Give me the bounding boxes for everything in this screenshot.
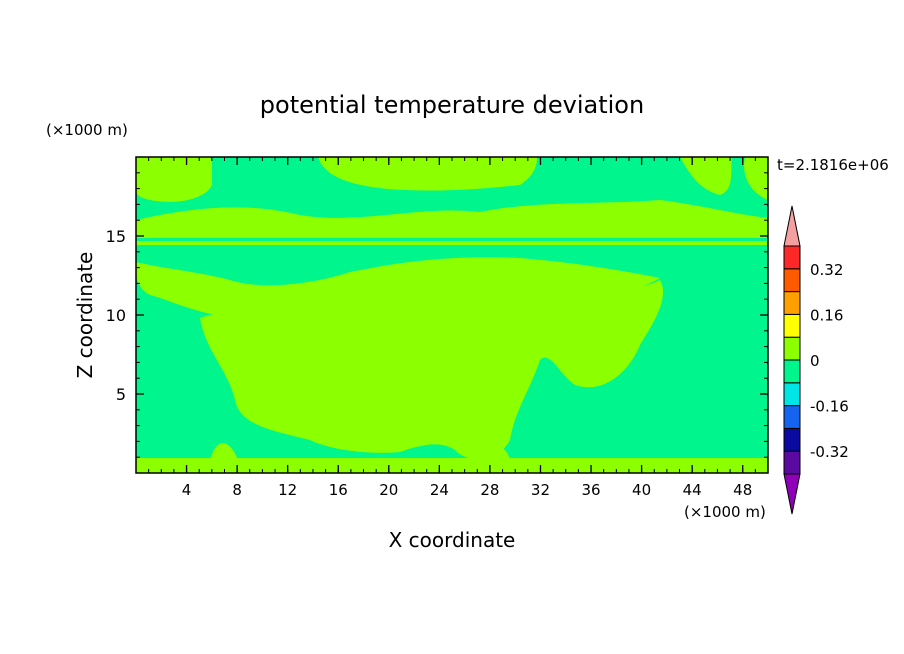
- contour-region: [470, 444, 510, 462]
- colorbar-label: -0.16: [810, 398, 849, 416]
- colorbar-label: 0.32: [810, 261, 843, 279]
- y-tick-label: 15: [106, 227, 126, 246]
- chart-title: potential temperature deviation: [260, 91, 644, 119]
- colorbar-label: 0.16: [810, 306, 843, 324]
- x-tick-label: 12: [278, 481, 297, 499]
- colorbar-segment: [783, 382, 801, 407]
- x-tick-label: 8: [232, 481, 242, 499]
- colorbar-segment: [783, 313, 801, 338]
- colorbar-segment: [783, 359, 801, 384]
- contour-region: [680, 157, 732, 195]
- colorbar-segment: [783, 268, 801, 293]
- colorbar-labels: 0.32 0.16 0 -0.16 -0.32: [810, 261, 849, 461]
- y-unit-label: (×1000 m): [46, 121, 128, 139]
- x-tick-label: 40: [632, 481, 651, 499]
- x-axis-label: X coordinate: [389, 528, 516, 552]
- colorbar-label: 0: [810, 352, 820, 370]
- colorbar-segment: [783, 450, 801, 475]
- x-tick-label: 48: [733, 481, 752, 499]
- contour-region: [136, 200, 768, 238]
- x-tick-label: 20: [379, 481, 398, 499]
- contour-region: [200, 280, 664, 460]
- contour-band: [136, 241, 768, 245]
- colorbar-segment: [783, 291, 801, 315]
- contour-region: [318, 157, 537, 191]
- colorbar-extend-min: [783, 473, 801, 515]
- x-tick-label: 4: [182, 481, 192, 499]
- colorbar-segment: [783, 336, 801, 361]
- y-axis-label: Z coordinate: [73, 252, 97, 379]
- colorbar-extend-max: [783, 205, 801, 247]
- y-axis-ticks: 5 10 15: [106, 227, 768, 404]
- contour-region: [136, 257, 660, 319]
- colorbar-segment: [783, 405, 801, 429]
- x-tick-label: 28: [480, 481, 499, 499]
- y-tick-label: 10: [106, 306, 126, 325]
- x-axis-ticks: 4 8 12 16 20 24 28 32 36 40 44 48: [182, 157, 752, 499]
- x-tick-label: 32: [531, 481, 550, 499]
- contour-region: [210, 443, 238, 460]
- contour-region: [136, 157, 212, 202]
- contour-field: [136, 157, 768, 473]
- x-tick-label: 24: [430, 481, 449, 499]
- minor-ticks: [136, 157, 768, 473]
- x-tick-label: 44: [683, 481, 702, 499]
- x-tick-label: 36: [581, 481, 600, 499]
- time-label: t=2.1816e+06: [777, 156, 889, 174]
- colorbar: [783, 205, 801, 515]
- colorbar-label: -0.32: [810, 443, 849, 461]
- contour-region: [136, 458, 768, 473]
- x-unit-label: (×1000 m): [684, 503, 766, 521]
- colorbar-segment: [783, 427, 801, 452]
- contour-region: [744, 157, 768, 200]
- colorbar-segment: [783, 245, 801, 270]
- y-tick-label: 5: [116, 385, 126, 404]
- x-tick-label: 16: [329, 481, 348, 499]
- contour-band: [136, 230, 768, 233]
